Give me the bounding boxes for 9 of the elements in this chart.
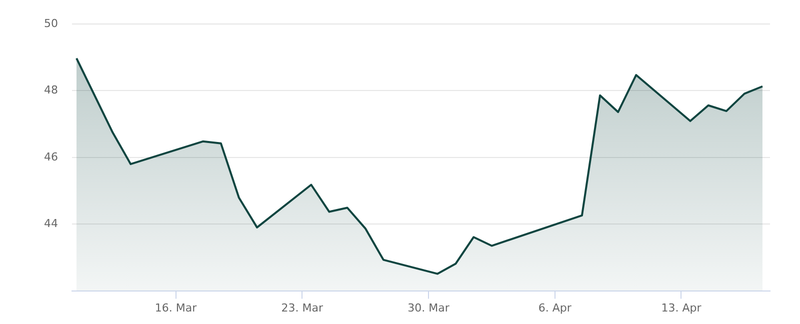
- x-tick-label: 6. Apr: [538, 301, 572, 314]
- y-tick-label: 44: [44, 216, 58, 230]
- x-tick-label: 23. Mar: [281, 301, 324, 314]
- x-tick-label: 30. Mar: [408, 301, 450, 314]
- y-tick-label: 50: [44, 16, 58, 30]
- x-tick-label: 13. Apr: [661, 301, 702, 314]
- x-tick-label: 16. Mar: [154, 301, 198, 314]
- y-tick-label: 48: [44, 84, 58, 97]
- y-tick-label: 46: [44, 150, 58, 164]
